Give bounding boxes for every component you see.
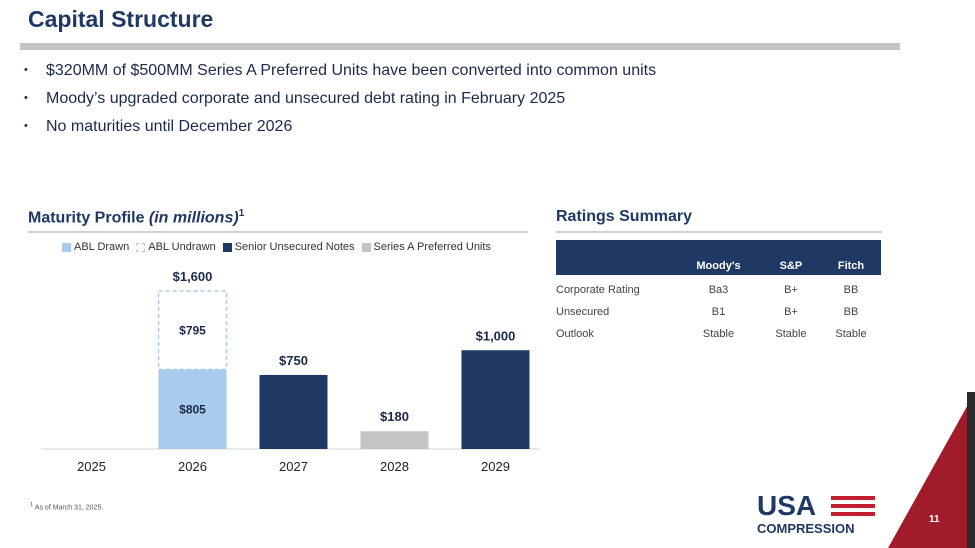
legend-item-abl-drawn: ABL Drawn <box>62 241 129 253</box>
flag-stripes-icon <box>831 496 875 520</box>
bullet-item: • $320MM of $500MM Series A Preferred Uni… <box>24 60 656 88</box>
bar-senior-unsecured-notes-2027 <box>259 374 328 449</box>
cell-value: BB <box>843 284 859 296</box>
bar-series-a-preferred-units-2028 <box>360 431 429 449</box>
x-tick-label: 2028 <box>380 459 409 474</box>
bullet-icon: • <box>24 92 28 104</box>
legend-swatch-icon <box>62 242 71 252</box>
legend-item-senior-notes: Senior Unsecured Notes <box>222 241 355 253</box>
bullet-text: Moody’s upgraded corporate and unsecured… <box>46 90 566 107</box>
cell-value: Stable <box>775 328 807 340</box>
ratings-title-underline <box>556 231 882 233</box>
cell-value: Stable <box>835 328 867 340</box>
x-tick-label: 2029 <box>481 459 510 474</box>
x-tick-label: 2027 <box>279 459 308 474</box>
row-label: Corporate Rating <box>556 284 640 296</box>
row-label: Unsecured <box>556 306 610 318</box>
legend-item-abl-undrawn: ABL Undrawn <box>136 241 216 253</box>
cell-value: BB <box>843 306 859 318</box>
total-label: $1,000 <box>476 328 516 343</box>
table-row: Corporate Rating Ba3 B+ BB <box>556 275 881 301</box>
bullet-item: • Moody’s upgraded corporate and unsecure… <box>24 88 656 116</box>
cell-value: B+ <box>784 306 798 318</box>
bullet-icon: • <box>24 120 28 132</box>
segment-label: $795 <box>179 323 206 337</box>
ratings-summary-title: Ratings Summary <box>556 208 693 225</box>
ratings-header-fitch: Fitch <box>820 240 881 275</box>
row-label: Outlook <box>556 328 594 340</box>
total-label: $750 <box>279 353 308 368</box>
bullet-list: • $320MM of $500MM Series A Preferred Uni… <box>24 60 656 144</box>
bullet-text: $320MM of $500MM Series A Preferred Unit… <box>46 62 657 79</box>
bullet-item: • No maturities until December 2026 <box>24 116 656 144</box>
bullet-icon: • <box>24 64 28 76</box>
title-divider <box>20 43 900 50</box>
cell-value: B1 <box>711 306 726 318</box>
maturity-profile-title: Maturity Profile (in millions)1 <box>28 208 245 227</box>
ratings-table: Moody's S&P Fitch Corporate Rating Ba3 B… <box>556 240 881 345</box>
page-number: 11 <box>929 514 940 525</box>
ratings-header-row: Moody's S&P Fitch <box>556 240 881 275</box>
ratings-header-sp: S&P <box>760 240 821 275</box>
total-label: $180 <box>380 409 409 424</box>
cell-value: B+ <box>784 284 798 296</box>
legend-item-preferred-units: Series A Preferred Units <box>361 241 491 253</box>
bar-senior-unsecured-notes-2029 <box>461 350 530 449</box>
total-label: $1,600 <box>173 269 213 284</box>
cell-value: Ba3 <box>708 284 729 296</box>
company-logo: USA COMPRESSION <box>757 491 877 539</box>
table-row: Outlook Stable Stable Stable <box>556 323 881 345</box>
segment-label: $805 <box>179 402 206 416</box>
chart-legend: ABL Drawn ABL Undrawn Senior Unsecured N… <box>62 241 498 253</box>
ratings-header-blank <box>556 240 676 275</box>
bullet-text: No maturities until December 2026 <box>46 118 293 135</box>
page-title: Capital Structure <box>28 6 214 32</box>
x-tick-label: 2026 <box>178 459 207 474</box>
legend-swatch-icon <box>136 242 146 252</box>
legend-swatch-icon <box>361 242 371 252</box>
footnote: 1 As of March 31, 2025. <box>30 502 104 512</box>
cell-value: Stable <box>702 328 735 340</box>
ratings-header-moodys: Moody's <box>676 240 761 275</box>
bar-abl-undrawn-2026 <box>157 290 228 371</box>
legend-swatch-icon <box>222 242 232 252</box>
x-tick-label: 2025 <box>77 459 106 474</box>
table-row: Unsecured B1 B+ BB <box>556 301 881 323</box>
bar-abl-drawn-2026 <box>158 369 227 449</box>
maturity-title-underline <box>28 231 528 233</box>
